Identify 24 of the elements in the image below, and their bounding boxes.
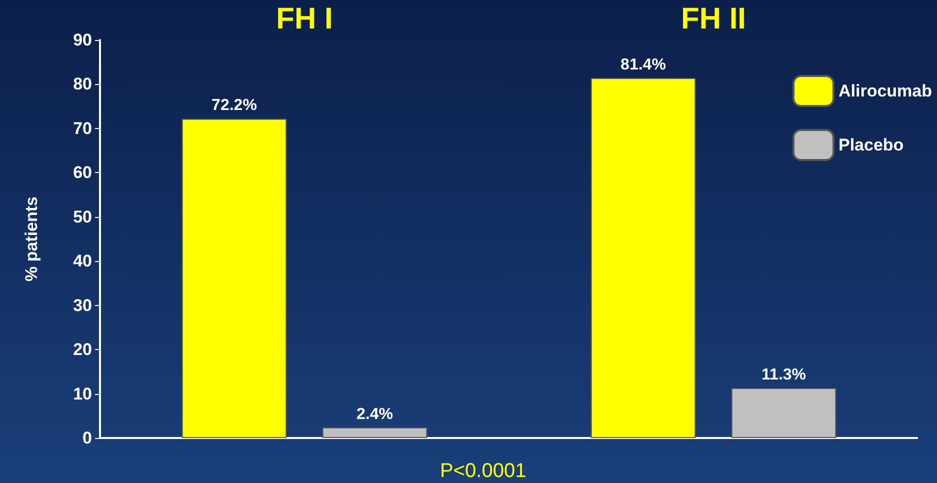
- data-label: 2.4%: [356, 406, 393, 423]
- x-tick-label: FH II: [681, 2, 746, 36]
- legend-label: Placebo: [838, 136, 904, 154]
- y-tick-label: 10: [73, 384, 92, 404]
- y-tick-label: 40: [73, 252, 92, 271]
- text: P<0.0001: [440, 460, 526, 482]
- bar: [590, 78, 696, 438]
- y-axis-title: % patients: [22, 196, 41, 282]
- y-tick-label: 30: [73, 296, 92, 315]
- y-tick-label: 90: [73, 30, 92, 50]
- bar: [182, 118, 287, 438]
- legend-label: Alirocumab: [838, 82, 932, 100]
- y-tick-label: 80: [73, 74, 92, 94]
- data-label: 81.4%: [620, 56, 666, 74]
- data-label: 11.3%: [762, 366, 806, 384]
- x-tick-label: FH I: [276, 2, 333, 36]
- bar: [322, 427, 428, 438]
- y-tick-label: 0: [82, 428, 92, 448]
- y-tick-label: 50: [73, 207, 92, 226]
- y-tick-label: 60: [73, 163, 92, 182]
- y-tick-label: 20: [73, 340, 92, 360]
- y-tick-label: 70: [73, 118, 92, 138]
- data-label: 72.2%: [212, 97, 257, 114]
- bar: [731, 388, 836, 438]
